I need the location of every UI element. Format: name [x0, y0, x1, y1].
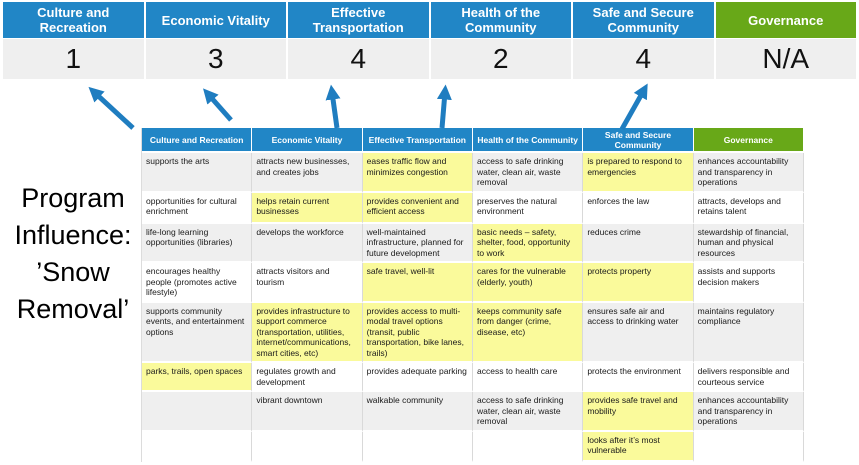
- matrix-cell-r2-c4: preserves the natural environment: [473, 192, 584, 224]
- scorecard-header-culture-and-recreation: Culture and Recreation: [3, 2, 144, 38]
- scorecard-value-governance: N/A: [715, 39, 856, 79]
- scorecard-header-economic-vitality: Economic Vitality: [145, 2, 286, 38]
- matrix-cell-r6-c4: access to health care: [473, 363, 584, 392]
- matrix-cell-r5-c1: supports community events, and entertain…: [142, 302, 253, 363]
- matrix-cell-r8-c5: looks after it’s most vulnerable: [583, 431, 694, 462]
- scorecard-value-economic-vitality: 3: [145, 39, 286, 79]
- matrix-cell-r6-c6: delivers responsible and courteous servi…: [693, 363, 804, 392]
- matrix-cell-r4-c6: assists and supports decision makers: [693, 263, 804, 303]
- matrix-cell-r2-c3: provides convenient and efficient access: [362, 192, 473, 224]
- matrix-cell-r7-c3: walkable community: [362, 392, 473, 432]
- matrix-cell-r8-c3: [362, 431, 473, 462]
- scorecard-header-safe-and-secure-community: Safe and Secure Community: [573, 2, 714, 38]
- matrix-cell-r3-c1: life-long learning opportunities (librar…: [142, 223, 253, 263]
- matrix-cell-r5-c5: ensures safe air and access to drinking …: [583, 302, 694, 363]
- matrix-cell-r7-c5: provides safe travel and mobility: [583, 392, 694, 432]
- scorecard-header-effective-transportation: Effective Transportation: [288, 2, 429, 38]
- matrix-cell-r1-c3: eases traffic flow and minimizes congest…: [362, 153, 473, 193]
- matrix-cell-r4-c1: encourages healthy people (promotes acti…: [142, 263, 253, 303]
- matrix-cell-r1-c2: attracts new businesses, and creates job…: [252, 153, 363, 193]
- matrix-cell-r4-c5: protects property: [583, 263, 694, 303]
- matrix-cell-r7-c6: enhances accountability and transparency…: [693, 392, 804, 432]
- scorecard: Culture and Recreation Economic Vitality…: [3, 2, 856, 79]
- matrix-cell-r1-c4: access to safe drinking water, clean air…: [473, 153, 584, 193]
- influence-arrow-4: [436, 84, 452, 129]
- matrix-cell-r6-c3: provides adequate parking: [362, 363, 473, 392]
- matrix-cell-r2-c2: helps retain current businesses: [252, 192, 363, 224]
- matrix-cell-r3-c2: develops the workforce: [252, 223, 363, 263]
- matrix-cell-r2-c5: enforces the law: [583, 192, 694, 224]
- matrix-header-col2: Economic Vitality: [252, 128, 363, 153]
- matrix-cell-r8-c2: [252, 431, 363, 462]
- matrix-cell-r1-c5: is prepared to respond to emergencies: [583, 153, 694, 193]
- matrix-header-col6: Governance: [693, 128, 804, 153]
- scorecard-value-health-of-the-community: 2: [430, 39, 571, 79]
- matrix-cell-r3-c6: stewardship of financial, human and phys…: [693, 223, 804, 263]
- scorecard-header-health-of-the-community: Health of the Community: [430, 2, 571, 38]
- matrix-cell-r4-c2: attracts visitors and tourism: [252, 263, 363, 303]
- scorecard-header-governance: Governance: [715, 2, 856, 38]
- matrix-cell-r2-c6: attracts, develops and retains talent: [693, 192, 804, 224]
- program-influence-title-line: Program: [21, 183, 125, 213]
- scorecard-value-safe-and-secure-community: 4: [573, 39, 714, 79]
- matrix-header-col1: Culture and Recreation: [142, 128, 253, 153]
- matrix-cell-r5-c6: maintains regulatory compliance: [693, 302, 804, 363]
- matrix-cell-r7-c2: vibrant downtown: [252, 392, 363, 432]
- matrix-header-col4: Health of the Community: [473, 128, 584, 153]
- matrix-cell-r3-c5: reduces crime: [583, 223, 694, 263]
- program-influence-title-line: Removal’: [16, 294, 130, 324]
- influence-arrow-3: [325, 84, 341, 129]
- scorecard-value-culture-and-recreation: 1: [3, 39, 144, 79]
- matrix-cell-r3-c3: well-maintained infrastructure, planned …: [362, 223, 473, 263]
- matrix-cell-r4-c3: safe travel, well-lit: [362, 263, 473, 303]
- program-influence-title-line: Influence:: [14, 220, 132, 250]
- influence-matrix: Culture and Recreation Economic Vitality E…: [141, 128, 804, 462]
- matrix-cell-r4-c4: cares for the vulnerable (elderly, youth…: [473, 263, 584, 303]
- matrix-cell-r5-c3: provides access to multi-modal travel op…: [362, 302, 473, 363]
- scorecard-value-effective-transportation: 4: [288, 39, 429, 79]
- matrix-header-col3: Effective Transportation: [362, 128, 473, 153]
- matrix-cell-r6-c5: protects the environment: [583, 363, 694, 392]
- matrix-cell-r7-c1: [142, 392, 253, 432]
- influence-arrow-2: [203, 88, 233, 122]
- matrix-cell-r6-c1: parks, trails, open spaces: [142, 363, 253, 392]
- matrix-cell-r8-c4: [473, 431, 584, 462]
- influence-arrows: [88, 83, 648, 131]
- program-influence-title-line: ’Snow: [36, 257, 110, 287]
- matrix-cell-r3-c4: basic needs – safety, shelter, food, opp…: [473, 223, 584, 263]
- program-influence-title: Program Influence: ’Snow Removal’: [0, 180, 146, 328]
- matrix-cell-r2-c1: opportunities for cultural enrichment: [142, 192, 253, 224]
- matrix-cell-r5-c4: keeps community safe from danger (crime,…: [473, 302, 584, 363]
- influence-arrow-5: [619, 83, 648, 131]
- matrix-cell-r6-c2: regulates growth and development: [252, 363, 363, 392]
- matrix-cell-r7-c4: access to safe drinking water, clean air…: [473, 392, 584, 432]
- matrix-cell-r1-c1: supports the arts: [142, 153, 253, 193]
- matrix-cell-r1-c6: enhances accountability and transparency…: [693, 153, 804, 193]
- matrix-cell-r5-c2: provides infrastructure to support comme…: [252, 302, 363, 363]
- influence-arrow-1: [88, 86, 135, 130]
- matrix-cell-r8-c1: [142, 431, 253, 462]
- matrix-cell-r8-c6: [693, 431, 804, 462]
- matrix-header-col5: Safe and Secure Community: [583, 128, 694, 153]
